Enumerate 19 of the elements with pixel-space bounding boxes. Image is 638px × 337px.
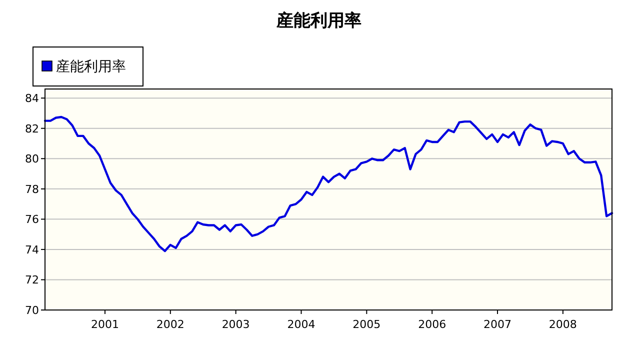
- legend-label: 産能利用率: [56, 59, 126, 75]
- x-tick-label: 2002: [156, 318, 184, 331]
- y-tick-label: 76: [25, 213, 39, 226]
- x-tick-label: 2005: [352, 318, 381, 331]
- y-tick-label: 84: [25, 92, 39, 106]
- x-tick-label: 2003: [222, 318, 250, 331]
- x-tick-label: 2007: [484, 318, 512, 331]
- x-tick-label: 2008: [548, 318, 577, 331]
- y-tick-label: 74: [25, 243, 39, 256]
- x-tick-label: 2001: [90, 318, 119, 331]
- x-tick-label: 2006: [418, 318, 446, 331]
- y-tick-label: 80: [25, 152, 39, 166]
- x-tick-label: 2004: [287, 318, 316, 331]
- y-tick-label: 82: [25, 122, 39, 136]
- chart-title: 産能利用率: [276, 11, 362, 31]
- line-series: [44, 116, 614, 252]
- y-tick-label: 72: [25, 274, 39, 287]
- y-tick-label: 78: [25, 182, 39, 196]
- y-tick-label: 70: [25, 304, 39, 317]
